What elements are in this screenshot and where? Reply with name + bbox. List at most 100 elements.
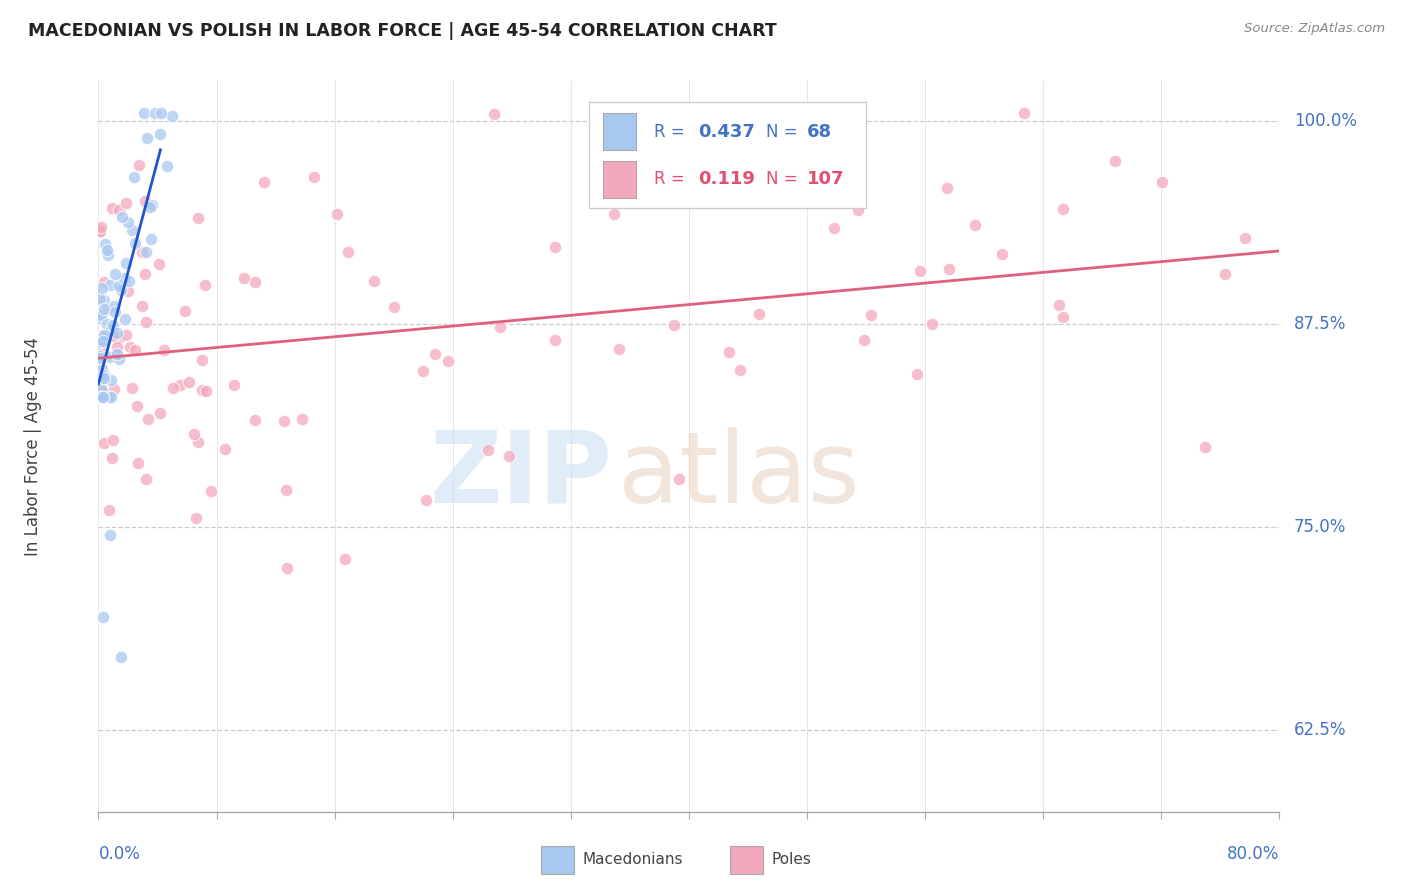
Point [128, 158, 150, 172]
Point [100, 321, 122, 335]
Point [90, 309, 112, 323]
Point [89, 292, 111, 306]
Point [138, 200, 160, 214]
Point [94, 330, 117, 344]
Point [749, 130, 772, 145]
Point [125, 399, 148, 413]
Point [91, 390, 114, 404]
Point [136, 130, 159, 145]
Point [115, 256, 138, 270]
Point [90, 382, 112, 396]
Point [326, 207, 349, 221]
Point [100, 373, 122, 387]
Point [89, 390, 111, 404]
Point [91, 384, 114, 398]
Point [274, 483, 297, 497]
Point [135, 315, 157, 329]
Text: 0.0%: 0.0% [98, 845, 141, 863]
Point [115, 328, 138, 343]
Point [135, 472, 157, 486]
Point [103, 329, 125, 343]
Point [905, 367, 928, 381]
Text: 62.5%: 62.5% [1294, 722, 1346, 739]
Point [114, 312, 136, 326]
Point [89, 349, 111, 363]
Point [93, 275, 115, 289]
Point [423, 347, 446, 361]
Point [131, 244, 153, 259]
Point [124, 343, 146, 357]
Point [100, 390, 122, 404]
Point [117, 214, 139, 228]
Point [89, 390, 111, 404]
Point [728, 363, 751, 377]
Point [93, 370, 115, 384]
Point [93, 327, 115, 342]
Point [103, 299, 125, 313]
Point [1052, 202, 1074, 216]
Point [194, 384, 217, 399]
Text: atlas: atlas [619, 426, 859, 524]
Point [302, 169, 325, 184]
Text: 80.0%: 80.0% [1227, 845, 1279, 863]
Point [110, 210, 132, 224]
Point [98, 528, 121, 542]
Text: Macedonians: Macedonians [582, 853, 683, 868]
Point [437, 353, 460, 368]
Point [98, 350, 121, 364]
Point [89, 333, 111, 347]
Point [103, 318, 125, 332]
Point [136, 412, 159, 426]
Point [93, 328, 115, 343]
Point [104, 348, 127, 362]
Point [108, 279, 131, 293]
Point [91, 609, 114, 624]
Point [190, 353, 212, 368]
Point [117, 285, 139, 299]
Point [89, 367, 111, 381]
Point [127, 456, 149, 470]
Point [169, 378, 191, 392]
Point [1047, 298, 1070, 312]
Point [90, 220, 112, 235]
Point [115, 195, 138, 210]
Point [101, 433, 124, 447]
Point [91, 389, 114, 403]
Point [243, 413, 266, 427]
Point [498, 449, 520, 463]
Point [603, 207, 626, 221]
Point [105, 326, 128, 340]
Text: 0.119: 0.119 [699, 170, 755, 188]
Point [935, 181, 957, 195]
Point [134, 194, 156, 209]
Point [859, 308, 882, 322]
Point [139, 232, 162, 246]
FancyBboxPatch shape [589, 103, 866, 209]
Point [104, 305, 127, 319]
Point [337, 245, 360, 260]
Text: N =: N = [766, 170, 803, 188]
Text: 87.5%: 87.5% [1294, 315, 1346, 333]
Point [89, 351, 111, 365]
Point [89, 340, 111, 354]
Point [477, 442, 499, 457]
Point [134, 267, 156, 281]
Text: N =: N = [766, 123, 803, 141]
Point [94, 390, 117, 404]
Point [108, 202, 131, 217]
Point [148, 406, 170, 420]
Point [118, 274, 141, 288]
Point [124, 235, 146, 250]
Point [823, 220, 845, 235]
Point [118, 340, 141, 354]
Point [98, 277, 121, 292]
Point [90, 281, 112, 295]
Point [938, 262, 960, 277]
Point [276, 561, 298, 575]
Point [96, 317, 118, 331]
Point [145, 105, 167, 120]
Point [89, 226, 111, 240]
Point [233, 271, 256, 285]
Point [93, 367, 115, 381]
Text: Source: ZipAtlas.com: Source: ZipAtlas.com [1244, 22, 1385, 36]
